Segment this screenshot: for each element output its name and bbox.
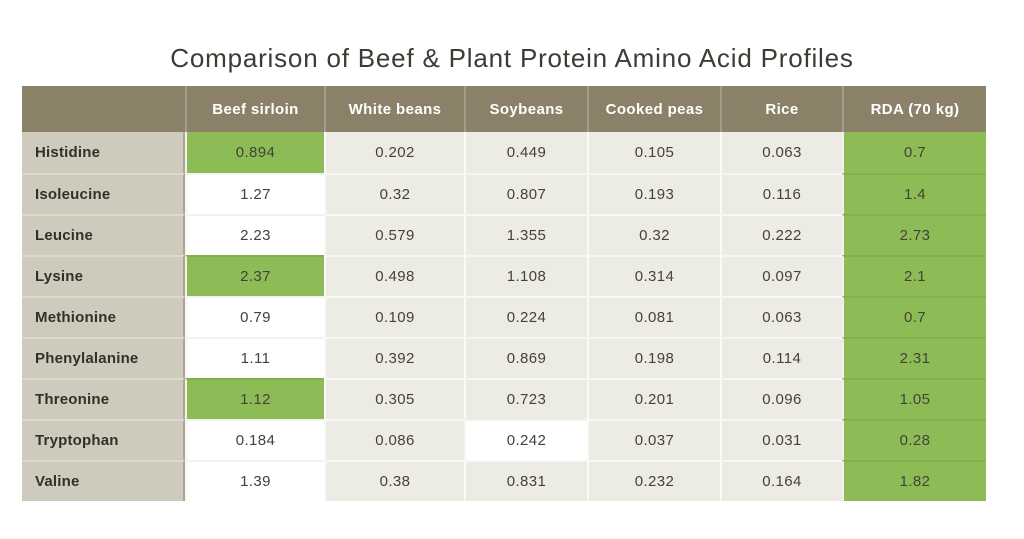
- table-row-histidine: Histidine 0.894 0.202 0.449 0.105 0.063 0.7: [22, 132, 986, 173]
- value-cell-valine-cooked-peas: 0.232: [587, 460, 720, 501]
- value-cell-leucine-rda-70-kg: 2.73: [842, 214, 986, 255]
- value-cell-methionine-beef-sirloin: 0.79: [185, 296, 324, 337]
- table-row-tryptophan: Tryptophan 0.184 0.086 0.242 0.037 0.031 0.28: [22, 419, 986, 460]
- value-cell-leucine-beef-sirloin: 2.23: [185, 214, 324, 255]
- column-header-white-beans: White beans: [324, 86, 464, 132]
- value-cell-histidine-white-beans: 0.202: [324, 132, 464, 173]
- value-cell-valine-soybeans: 0.831: [464, 460, 587, 501]
- value-cell-lysine-white-beans: 0.498: [324, 255, 464, 296]
- value-cell-valine-white-beans: 0.38: [324, 460, 464, 501]
- value-cell-tryptophan-rda-70-kg: 0.28: [842, 419, 986, 460]
- column-header-rda-70-kg: RDA (70 kg): [842, 86, 986, 132]
- value-cell-isoleucine-soybeans: 0.807: [464, 173, 587, 214]
- value-cell-lysine-cooked-peas: 0.314: [587, 255, 720, 296]
- value-cell-methionine-rda-70-kg: 0.7: [842, 296, 986, 337]
- table-header-row: Beef sirloin White beans Soybeans Cooked pe…: [22, 86, 986, 132]
- value-cell-methionine-cooked-peas: 0.081: [587, 296, 720, 337]
- value-cell-tryptophan-white-beans: 0.086: [324, 419, 464, 460]
- value-cell-isoleucine-white-beans: 0.32: [324, 173, 464, 214]
- column-header-rice: Rice: [720, 86, 842, 132]
- value-cell-threonine-white-beans: 0.305: [324, 378, 464, 419]
- amino-acid-table: Beef sirloin White beans Soybeans Cooked pe…: [22, 86, 986, 501]
- column-header-soybeans: Soybeans: [464, 86, 587, 132]
- row-label-threonine: Threonine: [22, 378, 185, 419]
- value-cell-isoleucine-rda-70-kg: 1.4: [842, 173, 986, 214]
- table-body: Histidine 0.894 0.202 0.449 0.105 0.063 0.7 Iso…: [22, 132, 986, 501]
- value-cell-lysine-beef-sirloin: 2.37: [185, 255, 324, 296]
- value-cell-methionine-white-beans: 0.109: [324, 296, 464, 337]
- value-cell-isoleucine-rice: 0.116: [720, 173, 842, 214]
- value-cell-threonine-beef-sirloin: 1.12: [185, 378, 324, 419]
- page: Comparison of Beef & Plant Protein Amino…: [0, 44, 1024, 539]
- value-cell-threonine-rda-70-kg: 1.05: [842, 378, 986, 419]
- value-cell-methionine-rice: 0.063: [720, 296, 842, 337]
- value-cell-tryptophan-soybeans: 0.242: [464, 419, 587, 460]
- row-label-isoleucine: Isoleucine: [22, 173, 185, 214]
- row-label-phenylalanine: Phenylalanine: [22, 337, 185, 378]
- value-cell-leucine-cooked-peas: 0.32: [587, 214, 720, 255]
- value-cell-isoleucine-cooked-peas: 0.193: [587, 173, 720, 214]
- value-cell-methionine-soybeans: 0.224: [464, 296, 587, 337]
- table-row-isoleucine: Isoleucine 1.27 0.32 0.807 0.193 0.116 1.4: [22, 173, 986, 214]
- row-label-leucine: Leucine: [22, 214, 185, 255]
- value-cell-histidine-beef-sirloin: 0.894: [185, 132, 324, 173]
- row-label-tryptophan: Tryptophan: [22, 419, 185, 460]
- page-title: Comparison of Beef & Plant Protein Amino…: [170, 43, 854, 73]
- table-row-threonine: Threonine 1.12 0.305 0.723 0.201 0.096 1.05: [22, 378, 986, 419]
- value-cell-leucine-white-beans: 0.579: [324, 214, 464, 255]
- value-cell-tryptophan-cooked-peas: 0.037: [587, 419, 720, 460]
- table-row-lysine: Lysine 2.37 0.498 1.108 0.314 0.097 2.1: [22, 255, 986, 296]
- table-row-valine: Valine 1.39 0.38 0.831 0.232 0.164 1.82: [22, 460, 986, 501]
- value-cell-isoleucine-beef-sirloin: 1.27: [185, 173, 324, 214]
- value-cell-histidine-rda-70-kg: 0.7: [842, 132, 986, 173]
- value-cell-phenylalanine-white-beans: 0.392: [324, 337, 464, 378]
- value-cell-leucine-soybeans: 1.355: [464, 214, 587, 255]
- table-row-methionine: Methionine 0.79 0.109 0.224 0.081 0.063 0.7: [22, 296, 986, 337]
- corner-header-cell: [22, 86, 185, 132]
- column-header-beef-sirloin: Beef sirloin: [185, 86, 324, 132]
- row-label-lysine: Lysine: [22, 255, 185, 296]
- value-cell-histidine-rice: 0.063: [720, 132, 842, 173]
- value-cell-threonine-soybeans: 0.723: [464, 378, 587, 419]
- value-cell-valine-rda-70-kg: 1.82: [842, 460, 986, 501]
- table-row-phenylalanine: Phenylalanine 1.11 0.392 0.869 0.198 0.114 2.3…: [22, 337, 986, 378]
- table-row-leucine: Leucine 2.23 0.579 1.355 0.32 0.222 2.73: [22, 214, 986, 255]
- row-label-histidine: Histidine: [22, 132, 185, 173]
- value-cell-leucine-rice: 0.222: [720, 214, 842, 255]
- value-cell-histidine-soybeans: 0.449: [464, 132, 587, 173]
- value-cell-lysine-soybeans: 1.108: [464, 255, 587, 296]
- value-cell-valine-rice: 0.164: [720, 460, 842, 501]
- value-cell-phenylalanine-beef-sirloin: 1.11: [185, 337, 324, 378]
- value-cell-phenylalanine-rice: 0.114: [720, 337, 842, 378]
- row-label-methionine: Methionine: [22, 296, 185, 337]
- value-cell-phenylalanine-soybeans: 0.869: [464, 337, 587, 378]
- value-cell-phenylalanine-cooked-peas: 0.198: [587, 337, 720, 378]
- value-cell-tryptophan-rice: 0.031: [720, 419, 842, 460]
- value-cell-phenylalanine-rda-70-kg: 2.31: [842, 337, 986, 378]
- column-header-cooked-peas: Cooked peas: [587, 86, 720, 132]
- value-cell-threonine-cooked-peas: 0.201: [587, 378, 720, 419]
- value-cell-lysine-rda-70-kg: 2.1: [842, 255, 986, 296]
- value-cell-tryptophan-beef-sirloin: 0.184: [185, 419, 324, 460]
- value-cell-lysine-rice: 0.097: [720, 255, 842, 296]
- value-cell-histidine-cooked-peas: 0.105: [587, 132, 720, 173]
- row-label-valine: Valine: [22, 460, 185, 501]
- value-cell-valine-beef-sirloin: 1.39: [185, 460, 324, 501]
- value-cell-threonine-rice: 0.096: [720, 378, 842, 419]
